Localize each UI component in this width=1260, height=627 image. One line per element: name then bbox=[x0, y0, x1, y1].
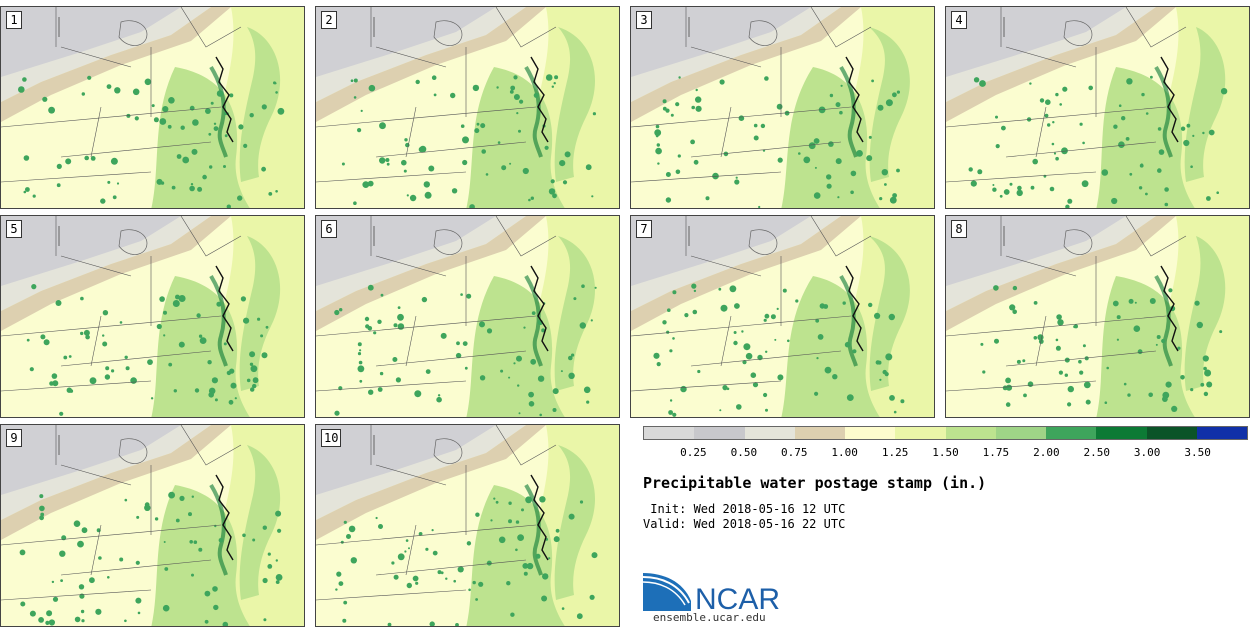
stamp-member-number: 2 bbox=[321, 11, 337, 29]
colorbar-tick-label: 2.50 bbox=[1083, 446, 1111, 459]
colorbar-tick-label: 1.25 bbox=[881, 446, 909, 459]
logo-text: NCAR bbox=[695, 583, 780, 616]
colorbar-segment bbox=[895, 427, 946, 439]
colorbar-segment bbox=[644, 427, 695, 439]
colorbar-tick-label: 0.50 bbox=[730, 446, 758, 459]
stamp-member-number: 1 bbox=[6, 11, 22, 29]
postage-stamp-map: 7 bbox=[630, 215, 935, 418]
colorbar-tick-label: 1.00 bbox=[831, 446, 858, 459]
colorbar-tick-label: 2.00 bbox=[1033, 446, 1060, 459]
postage-stamp-map: 10 bbox=[315, 424, 620, 627]
postage-stamp-map: 4 bbox=[945, 6, 1250, 209]
colorbar-segment bbox=[794, 427, 845, 439]
colorbar-tick-label: 0.25 bbox=[680, 446, 707, 459]
colorbar-segment bbox=[995, 427, 1046, 439]
colorbar-tick-label: 1.75 bbox=[982, 446, 1010, 459]
colorbar-tick-label: 0.75 bbox=[781, 446, 808, 459]
postage-stamp-map: 9 bbox=[0, 424, 305, 627]
colorbar bbox=[643, 426, 1248, 440]
stamp-member-number: 5 bbox=[6, 220, 22, 238]
stamp-member-number: 10 bbox=[321, 429, 342, 447]
colorbar-segment bbox=[744, 427, 795, 439]
logo-url: ensemble.ucar.edu bbox=[653, 611, 766, 624]
colorbar-tick-label: 3.00 bbox=[1133, 446, 1161, 459]
colorbar-segment bbox=[1096, 427, 1147, 439]
stamp-member-number: 8 bbox=[951, 220, 967, 238]
postage-stamp-map: 8 bbox=[945, 215, 1250, 418]
colorbar-segment bbox=[945, 427, 996, 439]
stamp-member-number: 4 bbox=[951, 11, 967, 29]
colorbar-segment bbox=[1196, 427, 1247, 439]
valid-time: Valid: Wed 2018-05-16 22 UTC bbox=[643, 517, 846, 531]
stamp-member-number: 7 bbox=[636, 220, 652, 238]
postage-stamp-map: 5 bbox=[0, 215, 305, 418]
colorbar-tick-label: 3.50 bbox=[1184, 446, 1211, 459]
postage-stamp-map: 6 bbox=[315, 215, 620, 418]
init-time: Init: Wed 2018-05-16 12 UTC bbox=[643, 502, 846, 516]
stamp-member-number: 6 bbox=[321, 220, 337, 238]
colorbar-segment bbox=[1146, 427, 1197, 439]
colorbar-segment bbox=[845, 427, 896, 439]
postage-stamp-map: 1 bbox=[0, 6, 305, 209]
stamp-member-number: 3 bbox=[636, 11, 652, 29]
colorbar-tick-label: 1.50 bbox=[932, 446, 959, 459]
ncar-logo: NCAR bbox=[643, 573, 780, 616]
stamp-member-number: 9 bbox=[6, 429, 22, 447]
colorbar-segment bbox=[694, 427, 745, 439]
colorbar-segment bbox=[1046, 427, 1097, 439]
chart-title: Precipitable water postage stamp (in.) bbox=[643, 474, 987, 492]
postage-stamp-map: 2 bbox=[315, 6, 620, 209]
postage-stamp-map: 3 bbox=[630, 6, 935, 209]
